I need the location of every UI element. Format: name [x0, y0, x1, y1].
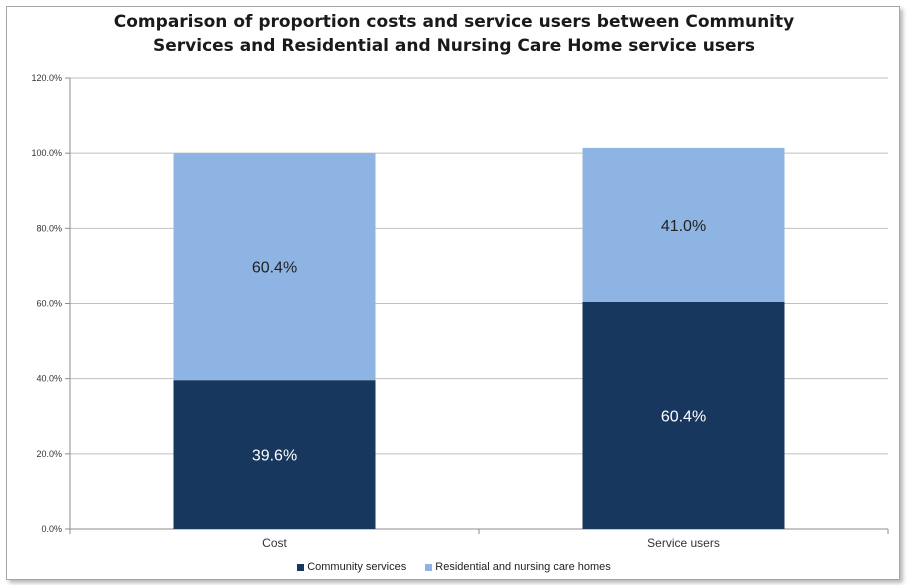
y-tick-label: 120.0% [31, 73, 62, 83]
chart-title-line-1: Comparison of proportion costs and servi… [113, 12, 795, 32]
legend: Community services Residential and nursi… [0, 561, 908, 573]
legend-label-residential: Residential and nursing care homes [435, 561, 611, 574]
legend-item-community: Community services [297, 561, 406, 573]
y-tick-label: 80.0% [36, 223, 62, 233]
data-label: 39.6% [252, 448, 297, 465]
y-tick-label: 20.0% [36, 449, 62, 459]
bar-segment [582, 301, 785, 529]
bar-segment [582, 147, 785, 302]
legend-item-residential: Residential and nursing care homes [425, 561, 611, 573]
x-category-label: Cost [262, 536, 287, 550]
y-tick-label: 40.0% [36, 374, 62, 384]
chart-title-line-2: Services and Residential and Nursing Car… [153, 36, 755, 56]
y-tick-label: 100.0% [31, 148, 62, 158]
legend-label-community: Community services [307, 561, 407, 574]
legend-swatch-residential [425, 563, 433, 571]
x-category-label: Service users [647, 536, 720, 550]
y-tick-label: 0.0% [41, 524, 62, 534]
y-tick-label: 60.0% [36, 299, 62, 309]
data-label: 60.4% [661, 408, 706, 425]
bar-segment [173, 153, 376, 381]
chart-title: Comparison of proportion costs and servi… [0, 10, 908, 58]
data-label: 60.4% [252, 260, 297, 277]
bar-segment [173, 380, 376, 529]
data-label: 41.0% [661, 218, 706, 235]
legend-swatch-community [297, 563, 305, 571]
